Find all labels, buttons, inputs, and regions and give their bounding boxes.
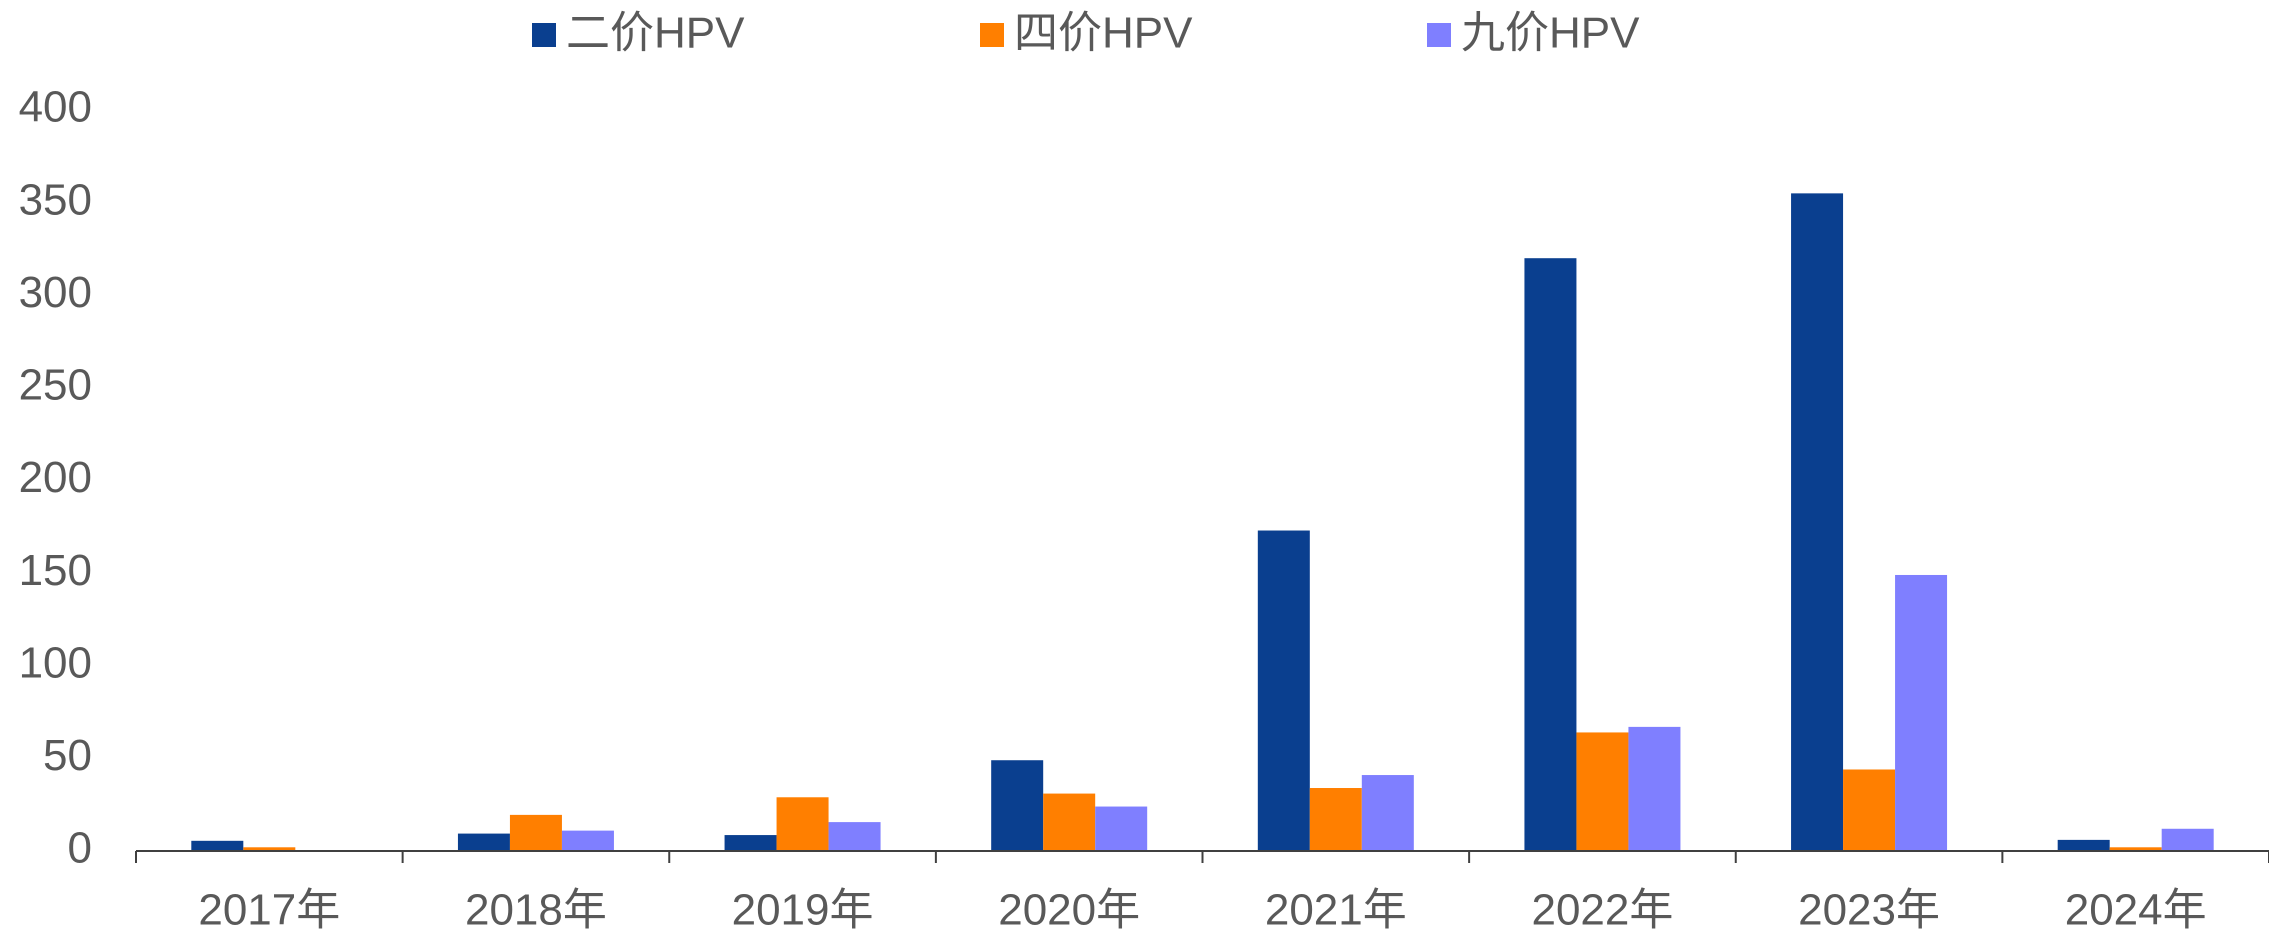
legend-label: 二价HPV [566, 9, 745, 58]
x-tick-label: 2018年 [465, 886, 607, 933]
bar [1043, 793, 1096, 851]
y-tick-label: 200 [19, 453, 92, 502]
y-tick-label: 50 [43, 731, 92, 780]
y-tick-label: 250 [19, 361, 92, 410]
x-tick-label: 2022年 [1531, 886, 1673, 933]
y-tick-label: 150 [19, 546, 92, 595]
bar [1257, 530, 1310, 851]
bar [1576, 732, 1629, 851]
x-tick-label: 2017年 [198, 886, 340, 933]
bar [991, 760, 1044, 851]
x-tick-label: 2020年 [998, 886, 1140, 933]
bar [561, 830, 614, 851]
x-tick-label: 2021年 [1265, 886, 1407, 933]
bar [1895, 574, 1948, 851]
y-tick-label: 100 [19, 638, 92, 687]
bar [1524, 258, 1577, 851]
y-tick-label: 350 [19, 175, 92, 224]
bar [509, 814, 562, 851]
bar [1791, 193, 1844, 852]
x-tick-label: 2023年 [1798, 886, 1940, 933]
bar [2057, 839, 2110, 851]
bar [2161, 828, 2214, 851]
y-tick-label: 400 [19, 83, 92, 132]
y-tick-label: 300 [19, 268, 92, 317]
legend-label: 九价HPV [1461, 9, 1640, 58]
bar [1309, 788, 1362, 851]
bar [776, 797, 829, 851]
x-tick-label: 2024年 [2065, 886, 2207, 933]
x-tick-label: 2019年 [732, 886, 874, 933]
legend-swatch [1427, 23, 1451, 47]
legend-swatch [532, 23, 556, 47]
bar [457, 833, 510, 851]
bar [1843, 769, 1896, 851]
bar [828, 822, 881, 851]
bar [191, 840, 244, 851]
y-tick-label: 0 [68, 824, 92, 873]
bar [1628, 726, 1681, 851]
bar [724, 835, 777, 851]
bar [2109, 847, 2162, 851]
bar [1361, 775, 1414, 851]
legend-label: 四价HPV [1014, 9, 1193, 58]
bar [1095, 806, 1148, 851]
legend-swatch [980, 23, 1004, 47]
bar [243, 847, 296, 851]
